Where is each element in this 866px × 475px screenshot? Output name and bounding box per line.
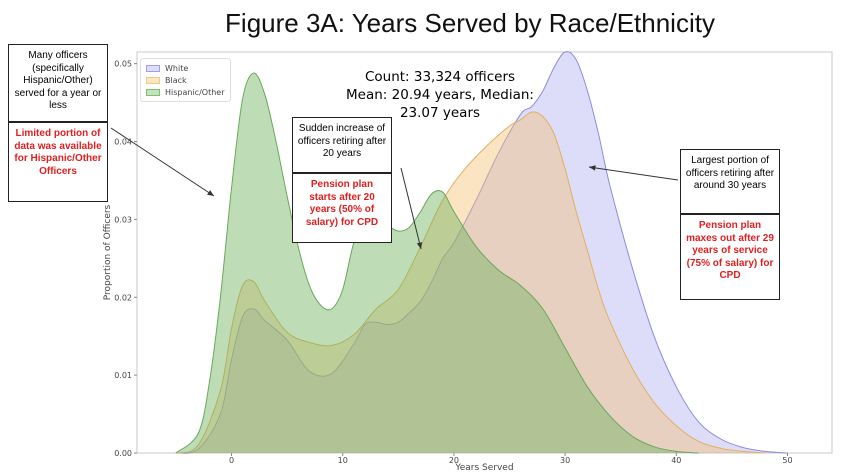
figure-title: Figure 3A: Years Served by Race/Ethnicit…	[225, 8, 715, 38]
legend-item-white: White	[146, 62, 225, 74]
x-tick-label: 30	[560, 456, 570, 465]
legend-item-black: Black	[146, 74, 225, 86]
legend-swatch-black	[146, 76, 160, 84]
stats-mean-median: Mean: 20.94 years, Median: 23.07 years	[346, 87, 534, 121]
tick-layer: 0 10 20 30 40 50 0.00 0.01 0.02 0.03 0.04 0.05	[114, 60, 792, 465]
legend-swatch-hispanic	[146, 88, 160, 96]
x-tick-label: 20	[449, 456, 459, 465]
y-tick-label: 0.00	[114, 449, 132, 458]
annotation-arrows	[110, 127, 679, 250]
x-tick-label: 10	[338, 456, 348, 465]
y-tick-label: 0.05	[114, 60, 132, 69]
legend-label-hispanic: Hispanic/Other	[165, 87, 225, 97]
x-tick-label: 50	[782, 456, 792, 465]
x-tick-label: 40	[671, 456, 681, 465]
stats-count: Count: 33,324 officers	[364, 69, 516, 85]
legend-label-white: White	[165, 63, 189, 73]
plot-frame	[136, 51, 833, 454]
series-area-2	[175, 72, 699, 453]
y-tick-label: 0.02	[114, 293, 132, 302]
arrow-mid	[400, 167, 423, 250]
arrow-right	[588, 165, 679, 181]
legend-label-black: Black	[165, 75, 187, 85]
y-tick-label: 0.01	[114, 371, 132, 380]
y-tick-label: 0.04	[114, 138, 132, 147]
annotation-left-red: Limited portion of data was available fo…	[8, 122, 108, 202]
series-line-0	[175, 51, 788, 454]
series-area-1	[175, 111, 766, 453]
legend-item-hispanic: Hispanic/Other	[146, 86, 225, 98]
y-tick-label: 0.03	[114, 215, 132, 224]
legend-swatch-white	[146, 64, 160, 72]
x-tick-label: 0	[229, 456, 234, 465]
chart-legend: White Black Hispanic/Other	[140, 58, 231, 102]
arrow-left	[110, 127, 215, 197]
y-axis-label: Proportion of Officers	[103, 204, 113, 300]
annotation-left-note: Many officers (specifically Hispanic/Oth…	[8, 44, 108, 122]
series-area-0	[175, 51, 788, 454]
x-axis-label: Years Served	[454, 463, 513, 473]
annotation-right-note: Largest portion of officers retiring aft…	[680, 149, 780, 214]
annotation-right-red: Pension plan maxes out after 29 years of…	[680, 214, 780, 300]
stats-block: Count: 33,324 officers Mean: 20.94 years…	[330, 68, 550, 122]
annotation-mid-note: Sudden increase of officers retiring aft…	[292, 117, 392, 173]
annotation-mid-red: Pension plan starts after 20 years (50% …	[292, 173, 392, 243]
series-layer	[175, 51, 788, 454]
series-line-1	[175, 111, 766, 454]
